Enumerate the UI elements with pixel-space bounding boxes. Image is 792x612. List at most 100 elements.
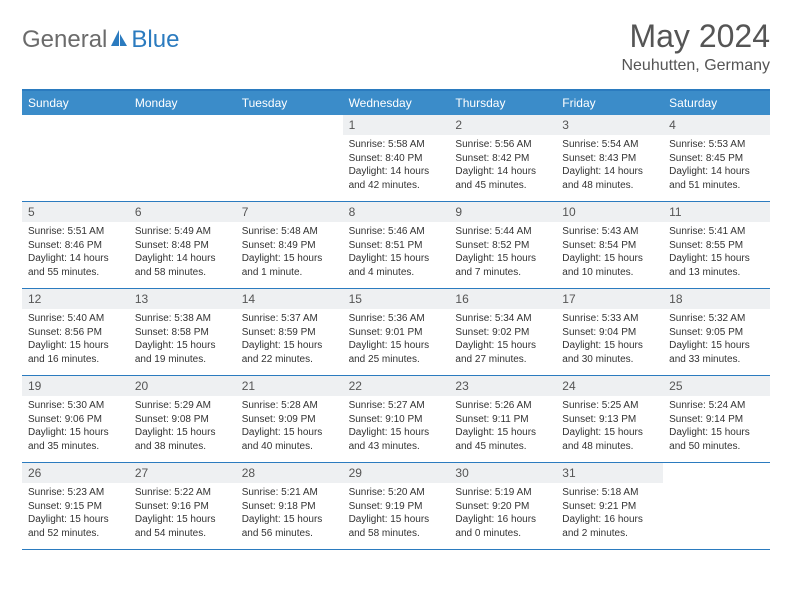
daylight-text: Daylight: 14 hours and 55 minutes. xyxy=(28,252,123,279)
day-cell: 26Sunrise: 5:23 AMSunset: 9:15 PMDayligh… xyxy=(22,463,129,549)
sunset-text: Sunset: 8:52 PM xyxy=(455,239,550,253)
sunset-text: Sunset: 9:16 PM xyxy=(135,500,230,514)
day-cell: 25Sunrise: 5:24 AMSunset: 9:14 PMDayligh… xyxy=(663,376,770,462)
sunset-text: Sunset: 9:18 PM xyxy=(242,500,337,514)
day-cell xyxy=(129,115,236,201)
day-number: 10 xyxy=(556,202,663,222)
day-info: Sunrise: 5:56 AMSunset: 8:42 PMDaylight:… xyxy=(449,135,556,198)
sunrise-text: Sunrise: 5:58 AM xyxy=(349,138,444,152)
sunrise-text: Sunrise: 5:25 AM xyxy=(562,399,657,413)
day-cell: 20Sunrise: 5:29 AMSunset: 9:08 PMDayligh… xyxy=(129,376,236,462)
sunset-text: Sunset: 8:46 PM xyxy=(28,239,123,253)
day-info: Sunrise: 5:22 AMSunset: 9:16 PMDaylight:… xyxy=(129,483,236,546)
calendar-grid: SundayMondayTuesdayWednesdayThursdayFrid… xyxy=(22,89,770,550)
day-info: Sunrise: 5:43 AMSunset: 8:54 PMDaylight:… xyxy=(556,222,663,285)
weekday-header: Saturday xyxy=(663,91,770,115)
weekday-header: Sunday xyxy=(22,91,129,115)
day-cell: 12Sunrise: 5:40 AMSunset: 8:56 PMDayligh… xyxy=(22,289,129,375)
day-number xyxy=(663,463,770,483)
day-number: 14 xyxy=(236,289,343,309)
sunset-text: Sunset: 9:11 PM xyxy=(455,413,550,427)
sunrise-text: Sunrise: 5:49 AM xyxy=(135,225,230,239)
sunrise-text: Sunrise: 5:20 AM xyxy=(349,486,444,500)
day-info: Sunrise: 5:40 AMSunset: 8:56 PMDaylight:… xyxy=(22,309,129,372)
daylight-text: Daylight: 14 hours and 51 minutes. xyxy=(669,165,764,192)
day-number: 16 xyxy=(449,289,556,309)
weekday-header: Friday xyxy=(556,91,663,115)
sunset-text: Sunset: 8:58 PM xyxy=(135,326,230,340)
sunset-text: Sunset: 8:56 PM xyxy=(28,326,123,340)
daylight-text: Daylight: 15 hours and 33 minutes. xyxy=(669,339,764,366)
sunrise-text: Sunrise: 5:27 AM xyxy=(349,399,444,413)
day-number: 17 xyxy=(556,289,663,309)
sunset-text: Sunset: 9:05 PM xyxy=(669,326,764,340)
page-header: General Blue May 2024 Neuhutten, Germany xyxy=(22,18,770,75)
week-row: 5Sunrise: 5:51 AMSunset: 8:46 PMDaylight… xyxy=(22,202,770,289)
sunrise-text: Sunrise: 5:37 AM xyxy=(242,312,337,326)
daylight-text: Daylight: 15 hours and 38 minutes. xyxy=(135,426,230,453)
day-cell xyxy=(236,115,343,201)
day-info: Sunrise: 5:34 AMSunset: 9:02 PMDaylight:… xyxy=(449,309,556,372)
day-info: Sunrise: 5:19 AMSunset: 9:20 PMDaylight:… xyxy=(449,483,556,546)
day-cell: 7Sunrise: 5:48 AMSunset: 8:49 PMDaylight… xyxy=(236,202,343,288)
week-row: 12Sunrise: 5:40 AMSunset: 8:56 PMDayligh… xyxy=(22,289,770,376)
day-info: Sunrise: 5:27 AMSunset: 9:10 PMDaylight:… xyxy=(343,396,450,459)
day-info: Sunrise: 5:20 AMSunset: 9:19 PMDaylight:… xyxy=(343,483,450,546)
sunset-text: Sunset: 8:40 PM xyxy=(349,152,444,166)
day-number: 20 xyxy=(129,376,236,396)
day-cell: 18Sunrise: 5:32 AMSunset: 9:05 PMDayligh… xyxy=(663,289,770,375)
day-number: 25 xyxy=(663,376,770,396)
weekday-header-row: SundayMondayTuesdayWednesdayThursdayFrid… xyxy=(22,91,770,115)
day-cell: 4Sunrise: 5:53 AMSunset: 8:45 PMDaylight… xyxy=(663,115,770,201)
day-info: Sunrise: 5:30 AMSunset: 9:06 PMDaylight:… xyxy=(22,396,129,459)
daylight-text: Daylight: 15 hours and 25 minutes. xyxy=(349,339,444,366)
sunrise-text: Sunrise: 5:56 AM xyxy=(455,138,550,152)
day-cell: 5Sunrise: 5:51 AMSunset: 8:46 PMDaylight… xyxy=(22,202,129,288)
daylight-text: Daylight: 15 hours and 58 minutes. xyxy=(349,513,444,540)
daylight-text: Daylight: 15 hours and 50 minutes. xyxy=(669,426,764,453)
sunrise-text: Sunrise: 5:46 AM xyxy=(349,225,444,239)
sunset-text: Sunset: 9:08 PM xyxy=(135,413,230,427)
sunrise-text: Sunrise: 5:43 AM xyxy=(562,225,657,239)
sunrise-text: Sunrise: 5:54 AM xyxy=(562,138,657,152)
day-cell: 3Sunrise: 5:54 AMSunset: 8:43 PMDaylight… xyxy=(556,115,663,201)
sunrise-text: Sunrise: 5:44 AM xyxy=(455,225,550,239)
sunset-text: Sunset: 9:20 PM xyxy=(455,500,550,514)
day-number: 30 xyxy=(449,463,556,483)
week-row: 1Sunrise: 5:58 AMSunset: 8:40 PMDaylight… xyxy=(22,115,770,202)
sail-icon xyxy=(109,28,129,53)
day-cell: 16Sunrise: 5:34 AMSunset: 9:02 PMDayligh… xyxy=(449,289,556,375)
daylight-text: Daylight: 15 hours and 30 minutes. xyxy=(562,339,657,366)
sunrise-text: Sunrise: 5:34 AM xyxy=(455,312,550,326)
sunrise-text: Sunrise: 5:41 AM xyxy=(669,225,764,239)
sunset-text: Sunset: 8:45 PM xyxy=(669,152,764,166)
sunset-text: Sunset: 9:04 PM xyxy=(562,326,657,340)
daylight-text: Daylight: 14 hours and 45 minutes. xyxy=(455,165,550,192)
day-info: Sunrise: 5:36 AMSunset: 9:01 PMDaylight:… xyxy=(343,309,450,372)
sunset-text: Sunset: 9:21 PM xyxy=(562,500,657,514)
sunrise-text: Sunrise: 5:32 AM xyxy=(669,312,764,326)
day-number: 4 xyxy=(663,115,770,135)
brand-text-2: Blue xyxy=(131,26,179,54)
day-number: 31 xyxy=(556,463,663,483)
sunset-text: Sunset: 8:42 PM xyxy=(455,152,550,166)
day-info: Sunrise: 5:37 AMSunset: 8:59 PMDaylight:… xyxy=(236,309,343,372)
day-info: Sunrise: 5:21 AMSunset: 9:18 PMDaylight:… xyxy=(236,483,343,546)
daylight-text: Daylight: 15 hours and 43 minutes. xyxy=(349,426,444,453)
sunset-text: Sunset: 9:13 PM xyxy=(562,413,657,427)
sunset-text: Sunset: 9:02 PM xyxy=(455,326,550,340)
day-number xyxy=(129,115,236,135)
month-title: May 2024 xyxy=(621,18,770,55)
brand-text-1: General xyxy=(22,26,107,54)
day-info: Sunrise: 5:54 AMSunset: 8:43 PMDaylight:… xyxy=(556,135,663,198)
day-cell: 8Sunrise: 5:46 AMSunset: 8:51 PMDaylight… xyxy=(343,202,450,288)
day-number: 22 xyxy=(343,376,450,396)
daylight-text: Daylight: 15 hours and 4 minutes. xyxy=(349,252,444,279)
daylight-text: Daylight: 15 hours and 7 minutes. xyxy=(455,252,550,279)
day-cell: 28Sunrise: 5:21 AMSunset: 9:18 PMDayligh… xyxy=(236,463,343,549)
day-cell: 23Sunrise: 5:26 AMSunset: 9:11 PMDayligh… xyxy=(449,376,556,462)
day-cell: 14Sunrise: 5:37 AMSunset: 8:59 PMDayligh… xyxy=(236,289,343,375)
day-number: 13 xyxy=(129,289,236,309)
day-cell: 17Sunrise: 5:33 AMSunset: 9:04 PMDayligh… xyxy=(556,289,663,375)
day-cell xyxy=(22,115,129,201)
